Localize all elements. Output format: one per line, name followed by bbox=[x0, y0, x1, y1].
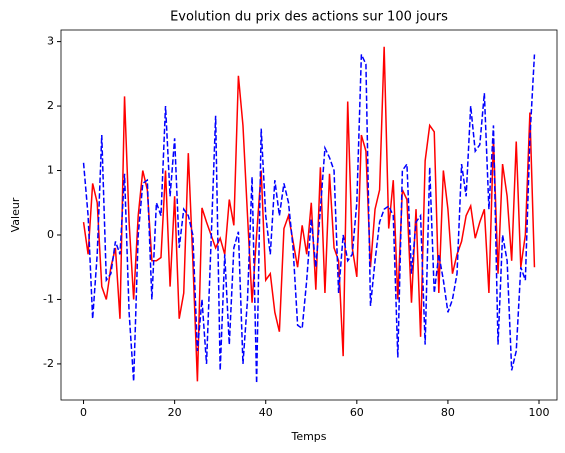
x-tick-label: 100 bbox=[529, 406, 550, 419]
x-tick-label: 80 bbox=[441, 406, 455, 419]
x-tick-label: 20 bbox=[168, 406, 182, 419]
line-series bbox=[82, 54, 536, 384]
chart-title: Evolution du prix des actions sur 100 jo… bbox=[170, 10, 448, 25]
y-axis-label: Valeur bbox=[9, 197, 22, 232]
y-tick-label: 3 bbox=[47, 35, 54, 48]
y-tick-label: -1 bbox=[43, 292, 54, 305]
plot-frame bbox=[60, 29, 558, 401]
y-tick-label: -2 bbox=[43, 357, 54, 370]
x-axis-label: Temps bbox=[290, 430, 326, 443]
x-tick-label: 0 bbox=[80, 406, 87, 419]
y-tick-label: 0 bbox=[47, 228, 54, 241]
y-tick-label: 1 bbox=[47, 164, 54, 177]
x-tick-label: 60 bbox=[350, 406, 364, 419]
x-tick-label: 40 bbox=[259, 406, 273, 419]
line-series bbox=[82, 46, 536, 382]
y-tick-label: 2 bbox=[47, 99, 54, 112]
